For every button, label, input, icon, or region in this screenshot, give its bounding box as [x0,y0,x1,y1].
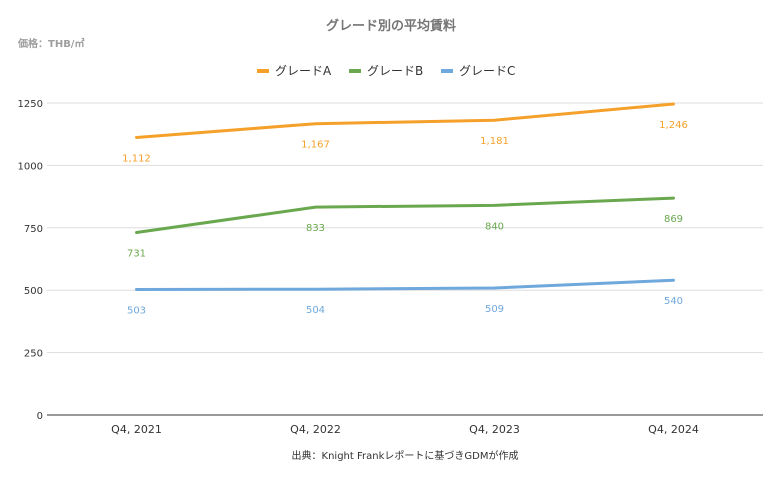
data-label: 509 [485,304,504,315]
y-tick-label: 750 [24,224,43,235]
legend-label: グレードA [275,64,332,78]
data-label: 504 [306,305,325,316]
data-label: 1,246 [659,120,688,131]
y-tick-label: 250 [24,349,43,360]
data-label: 1,167 [301,140,330,151]
series-line [135,196,675,235]
chart-title: グレード別の平均賃料 [326,18,456,34]
series-line [135,278,675,291]
source-note: 出典：Knight Frankレポートに基づきGDMが作成 [292,449,519,462]
y-tick-label: 0 [37,411,43,422]
x-tick-label: Q4, 2023 [469,423,520,436]
y-tick-label: 1000 [18,161,43,172]
data-label: 1,181 [480,136,509,147]
x-tick-label: Q4, 2021 [111,423,162,436]
legend-label: グレードB [367,64,423,78]
data-label: 833 [306,223,325,234]
legend-swatch [441,69,453,73]
gridlines [47,102,763,354]
data-label: 540 [664,296,683,307]
x-tick-label: Q4, 2024 [648,423,699,436]
data-label: 503 [127,305,146,316]
y-tick-label: 500 [24,286,43,297]
data-label: 1,112 [122,153,151,164]
data-label: 731 [127,249,146,260]
unit-label: 価格：THB/㎡ [17,37,84,50]
data-labels: 1,112 1,167 1,181 1,246 731 833 840 869 503 504 50… [122,120,688,316]
x-tick-label: Q4, 2022 [290,423,341,436]
legend-item: グレードB [349,64,423,78]
legend-swatch [349,69,361,73]
legend-label: グレードC [459,64,515,78]
legend-swatch [257,69,269,73]
data-label: 840 [485,221,504,232]
series-lines [135,102,675,291]
legend-item: グレードC [441,64,515,78]
y-axis: 0 250 500 750 1000 1250 [18,99,43,422]
data-label: 869 [664,214,683,225]
legend-item: グレードA [257,64,332,78]
y-tick-label: 1250 [18,99,43,110]
series-line [135,102,675,139]
x-axis: Q4, 2021 Q4, 2022 Q4, 2023 Q4, 2024 [47,414,763,436]
legend: グレードA グレードB グレードC [257,64,515,78]
